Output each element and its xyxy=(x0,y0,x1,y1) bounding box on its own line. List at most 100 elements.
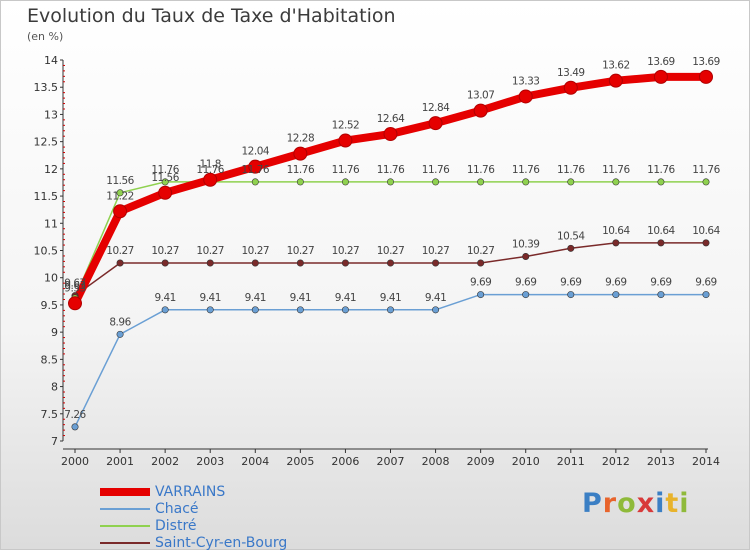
data-label: 9.69 xyxy=(515,277,536,289)
data-label: 9.41 xyxy=(154,292,175,304)
x-tick-label: 2000 xyxy=(61,455,89,468)
data-label: 10.64 xyxy=(692,225,720,237)
x-tick-label: 2011 xyxy=(557,455,585,468)
logo-letter: i xyxy=(655,488,666,519)
data-point xyxy=(206,259,214,267)
x-tick-label: 2001 xyxy=(106,455,134,468)
y-tick-label: 7.5 xyxy=(41,408,59,421)
data-point xyxy=(113,204,128,219)
data-label: 11.76 xyxy=(557,164,585,176)
data-label: 9.41 xyxy=(335,292,356,304)
x-tick-label: 2008 xyxy=(422,455,450,468)
logo-letter: t xyxy=(665,488,680,519)
legend-swatch xyxy=(100,525,150,527)
data-point xyxy=(71,423,79,431)
data-label: 8.96 xyxy=(109,316,131,328)
data-label: 13.69 xyxy=(692,56,720,68)
data-label: 11.76 xyxy=(422,164,450,176)
series-points xyxy=(68,69,713,431)
data-point xyxy=(296,259,304,267)
data-point xyxy=(522,178,530,186)
data-label: 11.76 xyxy=(332,164,360,176)
logo-letter: i xyxy=(679,488,690,519)
data-label: 11.76 xyxy=(602,164,630,176)
data-label: 9.69 xyxy=(695,277,716,289)
logo-letter: r xyxy=(602,488,618,519)
data-point xyxy=(341,178,349,186)
data-label: 13.49 xyxy=(557,67,585,79)
data-label: 10.27 xyxy=(332,245,360,257)
x-tick-label: 2004 xyxy=(241,455,269,468)
legend-label: Chacé xyxy=(155,501,199,517)
data-point xyxy=(432,178,440,186)
data-point xyxy=(338,133,353,148)
y-tick-label: 9.5 xyxy=(41,299,59,312)
data-label: 9.69 xyxy=(605,277,626,289)
data-label: 11.8 xyxy=(200,159,221,171)
data-point xyxy=(567,244,575,252)
data-point xyxy=(612,291,620,299)
data-point xyxy=(296,178,304,186)
x-tick-label: 2014 xyxy=(692,455,720,468)
data-label: 9.69 xyxy=(650,277,671,289)
x-tick-label: 2010 xyxy=(512,455,540,468)
data-point xyxy=(702,291,710,299)
data-label: 11.76 xyxy=(151,164,179,176)
logo-letter: P xyxy=(582,488,603,519)
data-label: 11.76 xyxy=(377,164,405,176)
data-label: 11.76 xyxy=(692,164,720,176)
data-label: 10.27 xyxy=(377,245,405,257)
data-label: 10.27 xyxy=(467,245,495,257)
x-tick-label: 2003 xyxy=(196,455,224,468)
data-point xyxy=(428,116,443,131)
y-tick-label: 12 xyxy=(44,163,58,176)
data-point xyxy=(296,306,304,314)
data-label: 9.41 xyxy=(290,292,311,304)
data-point xyxy=(702,239,710,247)
proxiti-logo: Proxiti xyxy=(582,488,690,519)
data-label: 10.27 xyxy=(422,245,450,257)
axes: 7 7.5 8 8.5 9 9.5 10 10.5 11 11.5 12 12.5 13 13.5 14 20… xyxy=(34,54,721,468)
data-label: 10.64 xyxy=(602,225,630,237)
data-point xyxy=(477,259,485,267)
y-tick-label: 8 xyxy=(51,381,58,394)
data-label: 10.64 xyxy=(647,225,675,237)
data-label: 12.84 xyxy=(422,102,450,114)
data-point xyxy=(432,259,440,267)
data-point xyxy=(251,306,259,314)
chart-subtitle: (en %) xyxy=(27,30,64,43)
data-label: 13.62 xyxy=(602,60,630,72)
data-point xyxy=(608,73,623,88)
data-label: 9.67 xyxy=(64,278,85,290)
x-tick-label: 2013 xyxy=(647,455,675,468)
data-label: 7.26 xyxy=(64,409,86,421)
data-point xyxy=(161,259,169,267)
data-point xyxy=(68,296,82,311)
data-point xyxy=(477,291,485,299)
data-point xyxy=(567,291,575,299)
data-label: 11.76 xyxy=(287,164,315,176)
data-label: 12.04 xyxy=(242,146,270,158)
data-label: 12.64 xyxy=(377,113,405,125)
data-label: 11.22 xyxy=(106,190,134,202)
data-label: 11.76 xyxy=(512,164,540,176)
x-tick-label: 2005 xyxy=(286,455,314,468)
data-point xyxy=(203,172,218,187)
data-label: 9.41 xyxy=(245,292,266,304)
legend-label: Saint-Cyr-en-Bourg xyxy=(155,535,288,551)
data-label: 9.53 xyxy=(64,282,85,294)
data-point xyxy=(158,185,173,200)
data-label: 11.56 xyxy=(106,175,134,187)
series-labels: 9.53 11.22 11.56 11.8 12.04 12.28 12.52 12.64 12… xyxy=(64,56,721,421)
data-point xyxy=(116,189,124,197)
data-label: 10.27 xyxy=(196,245,224,257)
data-point xyxy=(522,252,530,260)
y-tick-label: 13 xyxy=(44,108,58,121)
data-point xyxy=(567,178,575,186)
data-label: 10.27 xyxy=(242,245,270,257)
data-point xyxy=(251,178,259,186)
y-tick-label: 10 xyxy=(44,272,58,285)
data-label: 11.76 xyxy=(242,164,270,176)
